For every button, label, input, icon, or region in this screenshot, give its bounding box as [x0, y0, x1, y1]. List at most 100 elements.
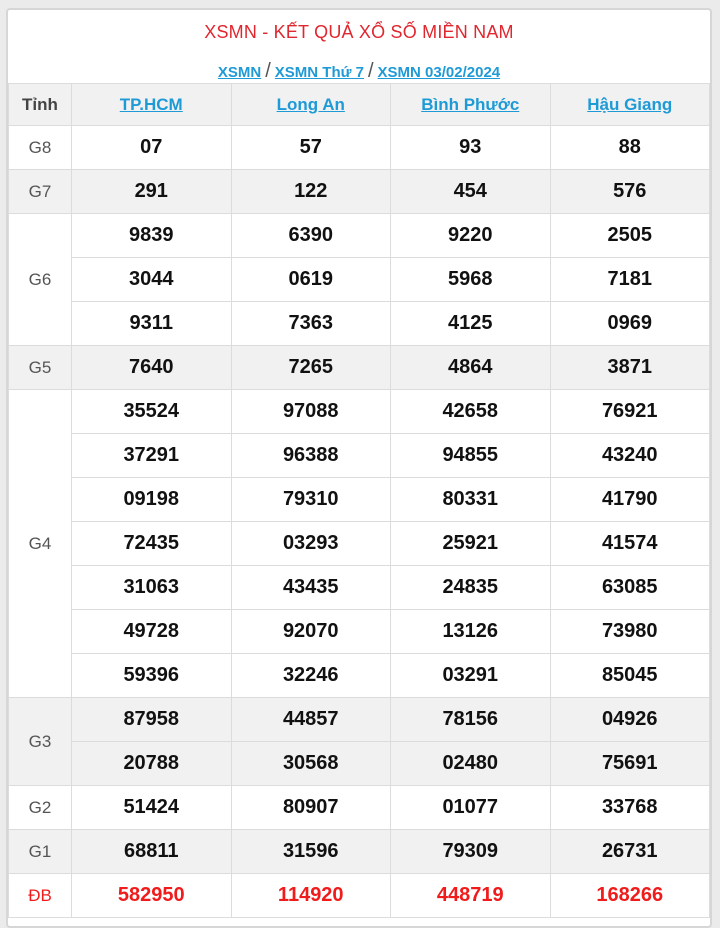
prize-number: 03293: [230, 521, 391, 566]
prize-number: 92070: [230, 609, 391, 654]
table-row: 37291 96388 94855 43240: [9, 433, 710, 478]
prize-number: 32246: [230, 653, 391, 698]
province-header: Long An: [230, 83, 391, 126]
prize-number: 25921: [390, 521, 551, 566]
prize-number: 68811: [71, 829, 232, 874]
prize-number: 35524: [71, 389, 232, 434]
breadcrumb-link-xsmn[interactable]: XSMN: [217, 64, 262, 81]
table-row: G7 291 122 454 576: [8, 169, 710, 214]
table-row: G1 68811 31596 79309 26731: [8, 829, 710, 874]
prize-number: 88: [549, 125, 710, 170]
prize-number: 43435: [230, 565, 391, 610]
results-table: Tỉnh TP.HCM Long An Bình Phước Hậu Giang…: [8, 83, 710, 918]
prize-number: 5968: [390, 257, 551, 302]
prize-label: G4: [8, 389, 72, 698]
prize-number: 41790: [549, 477, 710, 522]
prize-number: 9311: [71, 301, 232, 346]
prize-number: 13126: [390, 609, 551, 654]
prize-number: 33768: [549, 785, 710, 830]
prize-number: 02480: [390, 741, 551, 786]
prize-number: 04926: [549, 697, 710, 742]
province-link-long-an[interactable]: Long An: [276, 94, 345, 114]
prize-number: 80907: [230, 785, 391, 830]
province-header: Hậu Giang: [549, 83, 710, 126]
prize-number: 01077: [390, 785, 551, 830]
special-prize-number: 114920: [230, 873, 391, 918]
prize-number: 37291: [71, 433, 232, 478]
table-row: 59396 32246 03291 85045: [9, 653, 710, 698]
prize-number: 51424: [71, 785, 232, 830]
prize-number: 7181: [549, 257, 710, 302]
prize-number: 96388: [230, 433, 391, 478]
province-link-binh-phuoc[interactable]: Bình Phước: [421, 94, 520, 114]
prize-number: 41574: [549, 521, 710, 566]
table-row: G2 51424 80907 01077 33768: [8, 785, 710, 830]
province-link-tphcm[interactable]: TP.HCM: [119, 94, 183, 114]
prize-label: G6: [8, 213, 72, 346]
prize-number: 30568: [230, 741, 391, 786]
prize-number: 93: [390, 125, 551, 170]
table-row: 3044 0619 5968 7181: [9, 257, 710, 302]
prize-number: 85045: [549, 653, 710, 698]
province-header: TP.HCM: [71, 83, 232, 126]
prize-number: 75691: [549, 741, 710, 786]
prize-number: 73980: [549, 609, 710, 654]
prize-number: 87958: [71, 697, 232, 742]
prize-number: 43240: [549, 433, 710, 478]
table-row: G6 9839 6390 9220 2505: [8, 213, 710, 346]
prize-number: 9220: [390, 213, 551, 258]
breadcrumb-separator: /: [265, 60, 271, 82]
prize-number: 3871: [549, 345, 710, 390]
prize-number: 72435: [71, 521, 232, 566]
results-card: XSMN - KẾT QUẢ XỔ SỐ MIỀN NAM XSMN / XSMN …: [6, 8, 712, 928]
prize-number: 454: [390, 169, 551, 214]
table-row: 9311 7363 4125 0969: [9, 301, 710, 346]
breadcrumb-link-weekday[interactable]: XSMN Thứ 7: [274, 64, 364, 81]
prize-number: 78156: [390, 697, 551, 742]
prize-number: 9839: [71, 213, 232, 258]
prize-number: 6390: [230, 213, 391, 258]
prize-number: 76921: [549, 389, 710, 434]
page-title: XSMN - KẾT QUẢ XỔ SỐ MIỀN NAM: [204, 22, 514, 42]
prize-number: 7265: [230, 345, 391, 390]
table-row: 72435 03293 25921 41574: [9, 521, 710, 566]
province-link-hau-giang[interactable]: Hậu Giang: [587, 94, 673, 114]
table-row: G8 07 57 93 88: [8, 125, 710, 170]
prize-number: 20788: [71, 741, 232, 786]
prize-label: G1: [8, 829, 72, 874]
prize-number: 63085: [549, 565, 710, 610]
table-header-row: Tỉnh TP.HCM Long An Bình Phước Hậu Giang: [8, 83, 710, 126]
prize-number: 7363: [230, 301, 391, 346]
prize-number: 57: [230, 125, 391, 170]
province-header: Bình Phước: [390, 83, 551, 126]
prize-label: G7: [8, 169, 72, 214]
prize-number: 0969: [549, 301, 710, 346]
prize-label: G5: [8, 345, 72, 390]
table-row: 49728 92070 13126 73980: [9, 609, 710, 654]
prize-number: 42658: [390, 389, 551, 434]
table-row: 09198 79310 80331 41790: [9, 477, 710, 522]
prize-number: 24835: [390, 565, 551, 610]
prize-label: G2: [8, 785, 72, 830]
special-prize-number: 582950: [71, 873, 232, 918]
prize-label: G3: [8, 697, 72, 786]
table-row: ĐB 582950 114920 448719 168266: [8, 873, 710, 918]
prize-number: 79310: [230, 477, 391, 522]
prize-number: 97088: [230, 389, 391, 434]
breadcrumb: XSMN / XSMN Thứ 7/XSMN 03/02/2024: [8, 60, 710, 83]
table-row: G4 35524 97088 42658 76921: [8, 389, 710, 698]
prize-number: 2505: [549, 213, 710, 258]
special-prize-number: 448719: [390, 873, 551, 918]
breadcrumb-link-date[interactable]: XSMN 03/02/2024: [377, 64, 501, 81]
prize-number: 49728: [71, 609, 232, 654]
prize-label: G8: [8, 125, 72, 170]
prize-number: 09198: [71, 477, 232, 522]
table-row: 20788 30568 02480 75691: [9, 741, 710, 786]
prize-number: 7640: [71, 345, 232, 390]
breadcrumb-separator: /: [367, 60, 374, 82]
prize-number: 80331: [390, 477, 551, 522]
table-row: G3 87958 44857 78156 04926: [8, 697, 710, 786]
prize-number: 0619: [230, 257, 391, 302]
prize-number: 59396: [71, 653, 232, 698]
prize-number: 3044: [71, 257, 232, 302]
